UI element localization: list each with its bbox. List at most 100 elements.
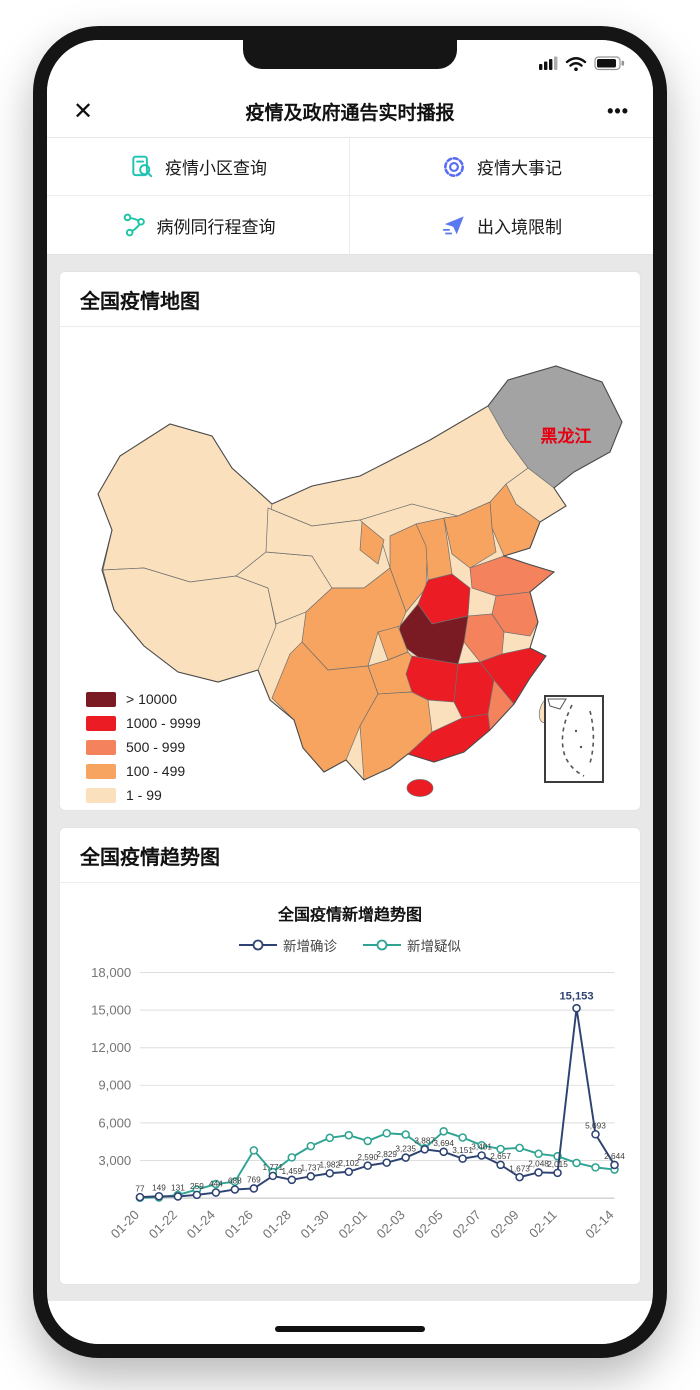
hainan-island[interactable] (406, 779, 434, 797)
data-point[interactable] (515, 1172, 524, 1182)
data-point[interactable] (572, 1158, 581, 1168)
data-point[interactable] (477, 1141, 486, 1150)
trend-card-title: 全国疫情趋势图 (60, 828, 640, 883)
legend-item: 1 - 99 (86, 787, 201, 803)
data-label: 3,887 (414, 1137, 435, 1146)
data-point[interactable] (496, 1160, 505, 1170)
data-point[interactable] (344, 1167, 354, 1177)
data-point[interactable] (268, 1171, 278, 1181)
data-point[interactable] (572, 1003, 581, 1013)
data-point[interactable] (230, 1177, 240, 1186)
china-choropleth-map[interactable]: 黑龙江 (60, 327, 640, 815)
data-label: 1,459 (281, 1167, 302, 1176)
data-label: 131 (171, 1184, 185, 1193)
data-point[interactable] (477, 1151, 486, 1160)
data-point[interactable] (401, 1153, 410, 1162)
region-label-heilongjiang: 黑龙江 (541, 426, 592, 446)
data-label: 259 (190, 1182, 204, 1191)
data-point[interactable] (249, 1184, 259, 1193)
legend-line-marker-icon (363, 939, 401, 951)
data-point[interactable] (192, 1190, 202, 1200)
series-新增确诊[interactable] (135, 1003, 619, 1202)
x-axis-label: 02-05 (411, 1207, 445, 1241)
legend-item: > 10000 (86, 691, 201, 707)
data-label: 149 (152, 1183, 166, 1192)
data-label: 2,829 (376, 1150, 397, 1159)
x-axis-label: 01-20 (108, 1207, 142, 1241)
data-point[interactable] (458, 1154, 467, 1163)
province-regions[interactable] (98, 366, 622, 780)
chart-legend-label: 新增确诊 (283, 939, 337, 954)
data-point[interactable] (249, 1146, 259, 1155)
y-axis-label: 9,000 (98, 1078, 131, 1093)
data-point[interactable] (553, 1168, 562, 1178)
legend-label: > 10000 (126, 691, 177, 707)
data-point[interactable] (439, 1127, 448, 1136)
data-point[interactable] (534, 1168, 543, 1177)
phone-frame: ✕ 疫情及政府通告实时播报 ••• 疫情小区查询 (33, 26, 667, 1358)
data-point[interactable] (591, 1163, 600, 1172)
data-point[interactable] (306, 1172, 316, 1181)
menu-item-label: 疫情大事记 (477, 159, 562, 178)
page-title: 疫情及政府通告实时播报 (245, 103, 455, 124)
data-point[interactable] (534, 1149, 543, 1159)
data-point[interactable] (135, 1192, 145, 1202)
x-axis-label: 02-01 (336, 1207, 370, 1241)
data-point[interactable] (610, 1160, 619, 1170)
menu-item-community-search[interactable]: 疫情小区查询 (47, 138, 350, 196)
data-point[interactable] (306, 1141, 316, 1151)
x-axis-label: 01-24 (184, 1207, 218, 1241)
home-indicator[interactable] (275, 1326, 425, 1332)
menu-item-route-search[interactable]: 病例同行程查询 (47, 196, 350, 254)
data-label: 1,982 (319, 1160, 340, 1169)
data-point[interactable] (401, 1130, 410, 1139)
data-label: 2,015 (547, 1160, 568, 1169)
data-point[interactable] (363, 1136, 373, 1146)
more-menu-icon[interactable]: ••• (607, 101, 629, 121)
chart-legend-item[interactable]: 新增疑似 (363, 935, 461, 955)
data-point[interactable] (325, 1168, 335, 1178)
data-point[interactable] (515, 1143, 524, 1153)
x-axis-label: 02-11 (526, 1207, 560, 1241)
data-point[interactable] (382, 1158, 391, 1167)
data-label: 2,590 (357, 1153, 378, 1162)
x-axis-label: 01-26 (222, 1207, 256, 1241)
data-point[interactable] (382, 1128, 391, 1138)
data-label: 444 (209, 1180, 223, 1189)
menu-item-travel-restriction[interactable]: 出入境限制 (350, 196, 653, 254)
map-card-title: 全国疫情地图 (60, 272, 640, 327)
data-point[interactable] (439, 1147, 448, 1157)
data-point[interactable] (287, 1175, 297, 1185)
data-point[interactable] (211, 1188, 221, 1197)
data-label: 3,151 (452, 1146, 473, 1155)
data-point[interactable] (458, 1133, 467, 1142)
data-label: 769 (247, 1176, 261, 1185)
chart-legend: 新增确诊 新增疑似 (68, 935, 632, 955)
south-china-sea-inset (544, 695, 604, 783)
data-point[interactable] (173, 1192, 183, 1201)
chart-legend-item[interactable]: 新增确诊 (239, 935, 337, 955)
legend-label: 100 - 499 (126, 763, 186, 779)
data-point[interactable] (420, 1145, 429, 1154)
legend-line-marker-icon (239, 939, 277, 951)
data-point[interactable] (344, 1130, 354, 1140)
data-point[interactable] (230, 1185, 240, 1194)
data-point[interactable] (325, 1133, 335, 1143)
series-labels-新增确诊: 77 149 131 259 444 688 7691,7711,4591,7371,982… (135, 990, 625, 1193)
data-point[interactable] (496, 1144, 505, 1154)
data-point[interactable] (211, 1179, 221, 1189)
legend-swatch (86, 691, 116, 707)
data-point[interactable] (154, 1191, 164, 1201)
y-axis-label: 3,000 (98, 1153, 131, 1168)
data-label: 2,102 (338, 1159, 359, 1168)
y-axis-label: 12,000 (91, 1040, 131, 1055)
x-axis-label: 02-03 (374, 1207, 408, 1241)
close-icon[interactable]: ✕ (73, 97, 94, 125)
data-point[interactable] (287, 1153, 297, 1162)
data-point[interactable] (363, 1161, 373, 1170)
menu-item-epidemic-events[interactable]: 疫情大事记 (350, 138, 653, 196)
legend-item: 100 - 499 (86, 763, 201, 779)
data-point[interactable] (591, 1129, 600, 1139)
menu-item-label: 病例同行程查询 (156, 217, 276, 237)
